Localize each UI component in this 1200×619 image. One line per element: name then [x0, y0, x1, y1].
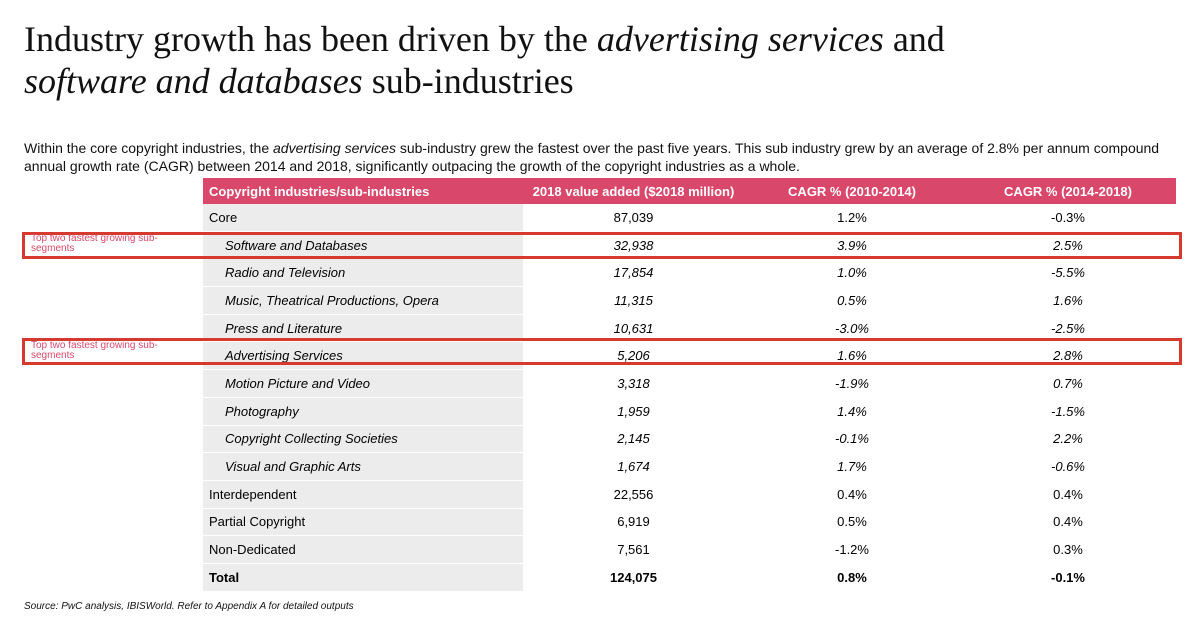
highlight-box-software	[22, 232, 1182, 259]
row-value: 124,075	[523, 562, 744, 592]
row-value: 17,854	[523, 258, 744, 288]
copyright-industries-table: Copyright industries/sub-industries 2018…	[203, 178, 1176, 592]
row-cagr-2014-2018: 0.4%	[960, 508, 1176, 537]
row-name: Core	[203, 204, 523, 232]
row-value: 87,039	[523, 204, 744, 232]
highlight-box-advertising	[22, 338, 1182, 365]
table-row: Interdependent 22,556 0.4% 0.4%	[203, 480, 1176, 509]
row-value: 1,959	[523, 397, 744, 426]
highlight-label-advertising: Top two fastest growing sub-segments	[31, 340, 158, 361]
header-cagr-2010-2014: CAGR % (2010-2014)	[744, 178, 960, 204]
row-value: 10,631	[523, 314, 744, 343]
row-cagr-2010-2014: -3.0%	[744, 314, 960, 343]
row-cagr-2010-2014: 0.5%	[744, 508, 960, 537]
header-cagr-2014-2018: CAGR % (2014-2018)	[960, 178, 1176, 204]
row-cagr-2010-2014: -1.9%	[744, 369, 960, 398]
table-total-row: Total 124,075 0.8% -0.1%	[203, 562, 1176, 592]
row-value: 3,318	[523, 369, 744, 398]
table-row: Music, Theatrical Productions, Opera 11,…	[203, 286, 1176, 315]
row-name: Interdependent	[203, 480, 523, 509]
row-cagr-2014-2018: 2.2%	[960, 425, 1176, 454]
row-cagr-2014-2018: 0.3%	[960, 535, 1176, 564]
row-name: Copyright Collecting Societies	[203, 425, 523, 454]
row-cagr-2014-2018: -0.3%	[960, 204, 1176, 232]
row-cagr-2014-2018: -1.5%	[960, 397, 1176, 426]
row-cagr-2010-2014: 3.9%	[744, 231, 960, 260]
row-value: 6,919	[523, 508, 744, 537]
row-cagr-2010-2014: 1.4%	[744, 397, 960, 426]
row-value: 1,674	[523, 452, 744, 481]
header-industry: Copyright industries/sub-industries	[203, 178, 523, 204]
row-cagr-2014-2018: -0.1%	[960, 562, 1176, 592]
page-title: Industry growth has been driven by the a…	[24, 19, 945, 101]
table-row: Partial Copyright 6,919 0.5% 0.4%	[203, 508, 1176, 537]
row-cagr-2014-2018: -0.6%	[960, 452, 1176, 481]
row-value: 22,556	[523, 480, 744, 509]
row-value: 7,561	[523, 535, 744, 564]
row-name: Radio and Television	[203, 258, 523, 288]
table-header-row: Copyright industries/sub-industries 2018…	[203, 178, 1176, 204]
row-value: 2,145	[523, 425, 744, 454]
row-cagr-2014-2018: 1.6%	[960, 286, 1176, 315]
table-row: Radio and Television 17,854 1.0% -5.5%	[203, 258, 1176, 288]
row-cagr-2010-2014: 1.7%	[744, 452, 960, 481]
table-row: Non-Dedicated 7,561 -1.2% 0.3%	[203, 535, 1176, 564]
highlight-label-software: Top two fastest growing sub-segments	[31, 233, 158, 254]
row-cagr-2010-2014: -1.2%	[744, 535, 960, 564]
table-row: Core 87,039 1.2% -0.3%	[203, 204, 1176, 232]
row-value: 11,315	[523, 286, 744, 315]
table-row: Motion Picture and Video 3,318 -1.9% 0.7…	[203, 369, 1176, 398]
row-name: Photography	[203, 397, 523, 426]
row-cagr-2010-2014: 1.6%	[744, 341, 960, 371]
row-name: Total	[203, 562, 523, 592]
table-row: Press and Literature 10,631 -3.0% -2.5%	[203, 314, 1176, 343]
row-value: 32,938	[523, 231, 744, 260]
table-row: Photography 1,959 1.4% -1.5%	[203, 397, 1176, 426]
row-cagr-2010-2014: 0.8%	[744, 562, 960, 592]
source-note: Source: PwC analysis, IBISWorld. Refer t…	[24, 601, 354, 612]
row-value: 5,206	[523, 341, 744, 371]
row-cagr-2014-2018: 0.7%	[960, 369, 1176, 398]
row-cagr-2014-2018: -5.5%	[960, 258, 1176, 288]
row-cagr-2014-2018: 2.8%	[960, 341, 1176, 371]
row-name: Advertising Services	[203, 341, 523, 371]
row-cagr-2010-2014: 1.0%	[744, 258, 960, 288]
row-name: Motion Picture and Video	[203, 369, 523, 398]
row-cagr-2010-2014: 1.2%	[744, 204, 960, 232]
row-name: Press and Literature	[203, 314, 523, 343]
row-cagr-2014-2018: 0.4%	[960, 480, 1176, 509]
row-cagr-2010-2014: 0.5%	[744, 286, 960, 315]
header-value-added: 2018 value added ($2018 million)	[523, 178, 744, 204]
row-cagr-2014-2018: -2.5%	[960, 314, 1176, 343]
row-name: Non-Dedicated	[203, 535, 523, 564]
row-name: Partial Copyright	[203, 508, 523, 537]
row-name: Visual and Graphic Arts	[203, 452, 523, 481]
table-row: Visual and Graphic Arts 1,674 1.7% -0.6%	[203, 452, 1176, 481]
table-row: Advertising Services 5,206 1.6% 2.8%	[203, 341, 1176, 371]
row-cagr-2010-2014: 0.4%	[744, 480, 960, 509]
table-row: Copyright Collecting Societies 2,145 -0.…	[203, 425, 1176, 454]
intro-paragraph: Within the core copyright industries, th…	[24, 140, 1160, 174]
row-name: Music, Theatrical Productions, Opera	[203, 286, 523, 315]
row-cagr-2010-2014: -0.1%	[744, 425, 960, 454]
